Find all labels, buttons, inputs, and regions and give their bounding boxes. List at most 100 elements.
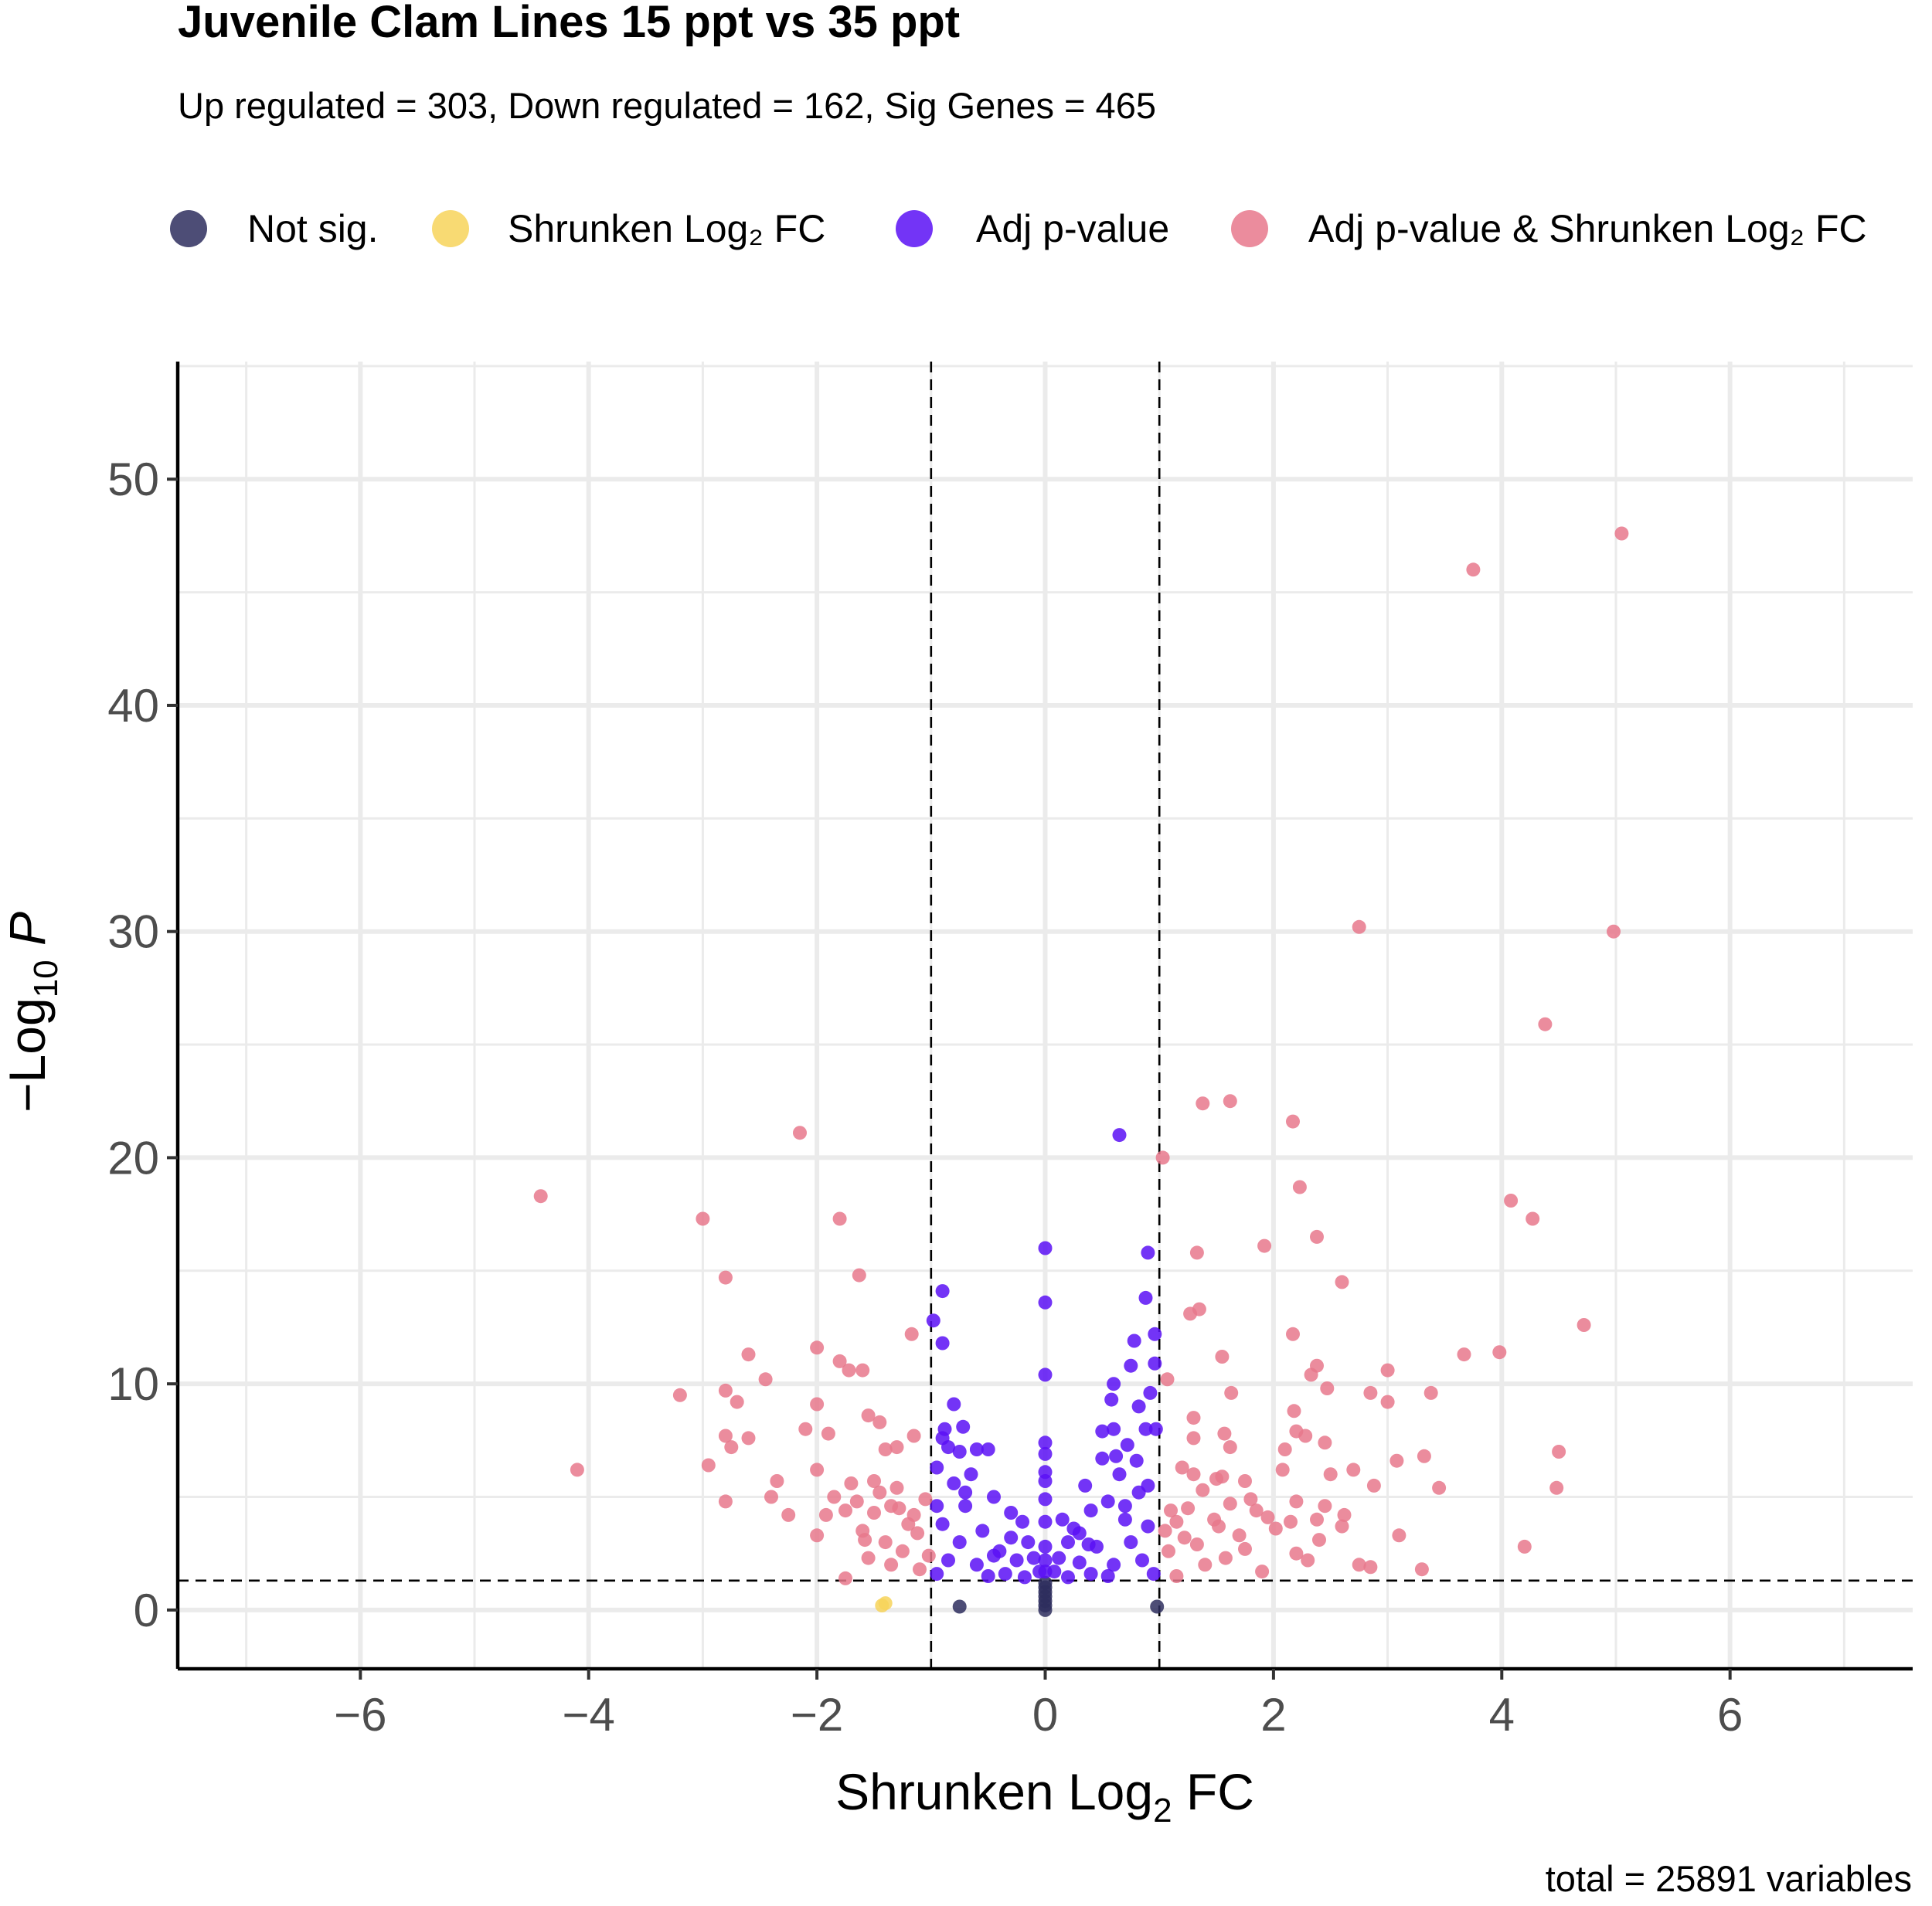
data-point	[906, 1429, 921, 1443]
data-point	[926, 1313, 940, 1328]
data-point	[1129, 1453, 1144, 1468]
data-point	[810, 1340, 825, 1355]
data-point	[1607, 924, 1621, 939]
data-point	[1141, 1519, 1155, 1534]
data-point	[1061, 1535, 1075, 1550]
data-point	[701, 1458, 716, 1473]
data-point	[1160, 1372, 1175, 1387]
data-point	[1124, 1535, 1138, 1550]
data-point	[1095, 1451, 1110, 1466]
data-point	[1127, 1334, 1141, 1348]
data-point	[1223, 1440, 1237, 1455]
data-point	[1196, 1096, 1210, 1111]
data-point	[696, 1211, 710, 1226]
data-point	[1038, 1514, 1053, 1529]
data-point	[1038, 1367, 1053, 1382]
data-point	[1112, 1128, 1127, 1143]
data-point	[1215, 1350, 1230, 1364]
x-tick-label: 2	[1260, 1689, 1286, 1741]
data-point	[718, 1494, 733, 1509]
data-point	[969, 1558, 984, 1572]
data-point	[1389, 1453, 1404, 1468]
data-point	[1189, 1537, 1204, 1551]
data-point	[981, 1442, 995, 1456]
data-point	[832, 1211, 847, 1226]
series-2	[875, 1596, 893, 1612]
data-point	[1192, 1302, 1206, 1317]
data-point	[758, 1372, 773, 1387]
data-point	[810, 1397, 825, 1412]
data-point	[724, 1440, 739, 1455]
data-point	[998, 1567, 1012, 1582]
data-point	[1162, 1544, 1175, 1558]
data-point	[1363, 1385, 1378, 1400]
data-point	[770, 1474, 784, 1488]
data-point	[1083, 1567, 1098, 1582]
data-point	[1196, 1483, 1210, 1497]
data-point	[1107, 1377, 1121, 1391]
data-point	[1224, 1385, 1239, 1400]
data-point	[818, 1507, 833, 1522]
data-point	[1492, 1345, 1507, 1360]
data-point	[1346, 1463, 1361, 1477]
data-point	[855, 1363, 870, 1378]
data-point	[1131, 1399, 1146, 1414]
data-point	[1209, 1472, 1223, 1486]
data-point	[1109, 1449, 1124, 1463]
data-point	[1217, 1426, 1232, 1441]
data-point	[878, 1442, 893, 1456]
data-point	[1072, 1526, 1087, 1541]
data-point	[947, 1397, 961, 1412]
data-point	[764, 1490, 778, 1504]
x-axis-title-base: Shrunken Log	[835, 1763, 1153, 1820]
series-3	[926, 1128, 1163, 1585]
data-point	[918, 1492, 933, 1507]
data-point	[1107, 1558, 1121, 1572]
data-point	[1081, 1537, 1096, 1551]
data-point	[935, 1284, 950, 1299]
data-point	[1131, 1485, 1146, 1500]
data-point	[1004, 1506, 1019, 1520]
data-point	[1038, 1492, 1053, 1507]
data-point	[1004, 1531, 1019, 1545]
data-point	[1517, 1539, 1532, 1554]
data-point	[1268, 1521, 1283, 1536]
data-point	[941, 1440, 955, 1455]
data-point	[1287, 1404, 1301, 1418]
plot-grid	[178, 362, 1913, 1669]
data-point	[849, 1494, 864, 1509]
data-point	[901, 1517, 916, 1531]
data-point	[533, 1189, 548, 1204]
data-point	[930, 1499, 944, 1514]
data-point	[852, 1268, 866, 1283]
data-point	[1026, 1551, 1041, 1565]
data-point	[1198, 1558, 1213, 1572]
data-point	[1232, 1528, 1247, 1543]
data-point	[958, 1485, 973, 1500]
data-point	[1112, 1467, 1127, 1482]
data-point	[832, 1354, 847, 1368]
data-point	[1021, 1535, 1036, 1550]
x-tick-label: 4	[1489, 1689, 1515, 1741]
data-point	[1169, 1514, 1184, 1529]
data-point	[1223, 1094, 1237, 1109]
data-point	[1052, 1551, 1066, 1565]
data-point	[1124, 1358, 1138, 1373]
data-point	[1061, 1570, 1075, 1585]
data-point	[1286, 1114, 1300, 1129]
data-point	[1301, 1553, 1315, 1568]
y-axis-ticks: 0 10 20 30 40 50	[107, 454, 178, 1636]
legend: Not sig. Shrunken Log₂ FC Adj p-value Adj p…	[170, 207, 1867, 250]
legend-swatch	[896, 210, 933, 247]
data-point	[1141, 1245, 1155, 1260]
data-point	[1289, 1494, 1304, 1509]
data-point	[827, 1490, 842, 1504]
chart-subtitle: Up regulated = 303, Down regulated = 162…	[178, 85, 1156, 126]
data-point	[1363, 1560, 1378, 1575]
data-point	[904, 1327, 919, 1341]
y-tick-label: 50	[107, 454, 159, 505]
data-point	[1380, 1395, 1395, 1409]
data-point	[1417, 1449, 1431, 1463]
data-point	[1249, 1503, 1264, 1518]
data-point	[1298, 1429, 1313, 1443]
